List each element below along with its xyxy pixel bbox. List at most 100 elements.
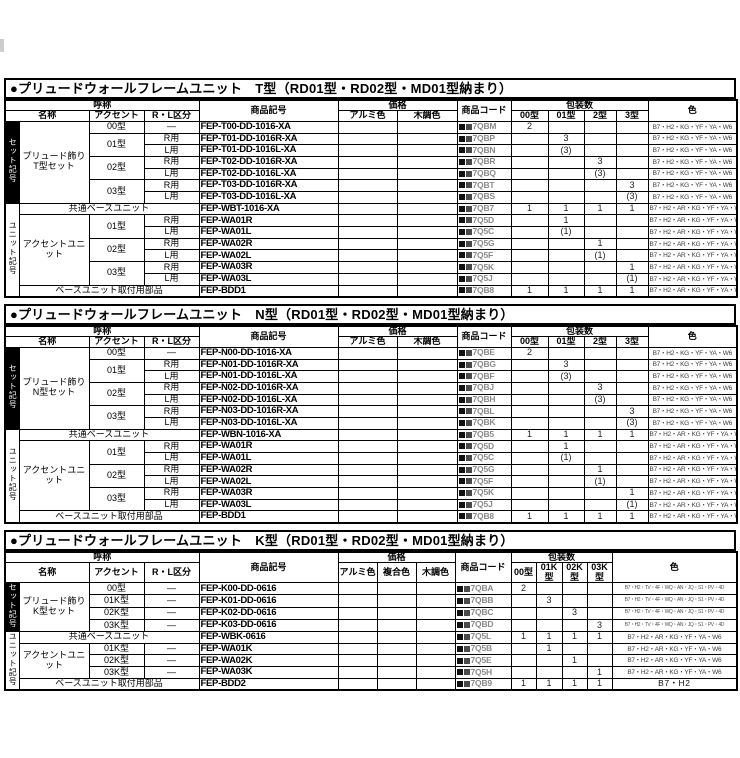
pack-count-cell: 1 bbox=[547, 202, 585, 216]
price-cell bbox=[396, 226, 458, 239]
row-name-cell: アクセントユニット bbox=[18, 214, 90, 286]
rl-division-cell: R用 bbox=[143, 155, 200, 169]
pack-count-cell: (3) bbox=[583, 167, 617, 181]
product-code-cell: 7Q5K bbox=[456, 487, 512, 500]
symbol-column-text: ユニット記号 bbox=[8, 447, 18, 502]
price-band-square-icon bbox=[456, 657, 463, 664]
price-band-square-icon bbox=[463, 585, 470, 592]
color-codes-cell: B7・H2 bbox=[611, 677, 738, 691]
row-span-label: ベースユニット取付用部品 bbox=[18, 284, 200, 298]
symbol-column-label: ユニット記号 bbox=[4, 428, 20, 524]
price-band-square-icon bbox=[463, 609, 470, 616]
rl-division-cell: — bbox=[143, 618, 200, 633]
pack-count-cell bbox=[510, 440, 549, 453]
color-codes-cell: B7・H2・KG・YF・YA・W6 bbox=[647, 132, 738, 146]
price-cell bbox=[396, 249, 458, 263]
price-band-square-icon bbox=[456, 622, 463, 629]
header-group: 呼称 bbox=[4, 551, 200, 564]
price-band-square-icon bbox=[456, 669, 463, 676]
price-cell bbox=[337, 487, 398, 500]
price-band-square-icon bbox=[465, 275, 472, 282]
price-cell bbox=[396, 405, 458, 418]
table-row: セット記号 プリュード飾りK型セット 00型 — FEP-K00-DD-0616 7QBA… bbox=[4, 582, 738, 633]
pack-count-cell bbox=[583, 498, 617, 512]
pack-count-cell bbox=[547, 346, 585, 360]
sku-cell: FEP-WA01R bbox=[198, 214, 339, 228]
header-pack-subcol: 2型 bbox=[583, 110, 617, 122]
price-cell bbox=[396, 191, 458, 204]
pack-count-cell bbox=[535, 582, 563, 596]
product-code-text: 7QB5 bbox=[472, 429, 495, 439]
price-band-square-icon bbox=[465, 264, 472, 271]
pack-count-cell: 3 bbox=[586, 618, 613, 633]
pack-count-cell bbox=[583, 214, 617, 228]
header-product-code: 商品コード bbox=[456, 99, 512, 122]
product-code-text: 7Q5J bbox=[472, 273, 493, 284]
price-cell bbox=[396, 381, 458, 395]
rl-division-cell: R用 bbox=[143, 214, 200, 228]
table-row: 01型 R用 FEP-N01-DD-1016R-XA 7QBG 3 B7・H2・KG・YF… bbox=[5, 358, 738, 383]
header-pack-subcol: 3型 bbox=[615, 110, 649, 122]
accent-type-cell: 02型 bbox=[88, 381, 145, 407]
pack-count-cell bbox=[547, 249, 585, 263]
product-code-cell: 7QBK bbox=[456, 416, 512, 430]
color-codes-cell: B7・H2・KG・YF・YA・W6 bbox=[647, 167, 738, 181]
price-cell bbox=[396, 179, 458, 192]
product-code-text: 7Q5K bbox=[472, 261, 495, 272]
price-cell bbox=[376, 677, 417, 691]
header-color: 色 bbox=[647, 325, 738, 348]
header-price-subcol: 木調色 bbox=[396, 336, 458, 348]
price-band-square-icon bbox=[465, 252, 472, 259]
color-codes-cell: B7・H2・KG・YF・YA・W6 bbox=[647, 191, 738, 204]
price-cell bbox=[415, 631, 456, 644]
rl-division-cell: L用 bbox=[143, 475, 200, 489]
product-code-text: 7QB8 bbox=[472, 510, 495, 521]
pack-count-cell bbox=[510, 249, 549, 263]
sku-cell: FEP-K02-DD-0616 bbox=[198, 606, 339, 620]
table-row: アクセントユニット 01K型 — FEP-WA01K 7Q5B 1 B7・H2・AR・KG・… bbox=[5, 642, 738, 679]
pack-count-cell: 1 bbox=[615, 510, 649, 524]
price-band-square-icon bbox=[458, 158, 465, 165]
rl-division-cell: L用 bbox=[143, 370, 200, 383]
price-band-square-icon bbox=[458, 264, 465, 271]
header-name: 名称 bbox=[4, 110, 90, 122]
pack-count-cell bbox=[586, 594, 613, 608]
pack-count-cell bbox=[583, 416, 617, 430]
row-span-label: 共通ベースユニット bbox=[18, 631, 200, 644]
price-cell bbox=[337, 249, 398, 263]
header-pack-subcol: 2型 bbox=[583, 336, 617, 348]
sku-cell: FEP-N03-DD-1016R-XA bbox=[198, 405, 339, 418]
table-row: 02型 R用 FEP-N02-DD-1016R-XA 7QBJ 3 B7・H2・KG・YF… bbox=[5, 381, 738, 407]
product-code-text: 7QB7 bbox=[472, 203, 495, 214]
price-band-square-icon bbox=[465, 490, 472, 497]
product-code-text: 7QBS bbox=[472, 191, 496, 202]
product-code-text: 7QBM bbox=[472, 121, 497, 132]
pack-count-cell bbox=[510, 666, 537, 679]
accent-type-cell: 03K型 bbox=[88, 666, 145, 679]
pack-count-cell bbox=[510, 642, 537, 656]
pack-count-cell bbox=[547, 487, 585, 500]
table-row: 02K型 — FEP-K02-DD-0616 7QBC 3 B7・H2・TV・4F・WQ・… bbox=[5, 606, 738, 620]
pack-count-cell bbox=[510, 261, 549, 274]
header-group: 呼称 bbox=[4, 99, 200, 112]
pack-count-cell: 1 bbox=[547, 284, 585, 298]
pack-count-cell bbox=[547, 463, 585, 477]
price-cell bbox=[337, 284, 398, 298]
price-cell bbox=[396, 475, 458, 489]
pack-count-cell bbox=[535, 618, 563, 633]
table-row: L用 FEP-WA01L 7Q5C (1) B7・H2・AR・KG・YF・YA・W6 bbox=[5, 226, 738, 239]
rl-division-cell: L用 bbox=[143, 249, 200, 263]
color-codes-cell: B7・H2・AR・KG・YF・YA・W6 bbox=[647, 226, 738, 239]
price-band-square-icon bbox=[458, 384, 465, 391]
pack-count-cell bbox=[583, 261, 617, 274]
pack-count-cell: 3 bbox=[583, 155, 617, 169]
product-code-cell: 7QBN bbox=[456, 144, 512, 157]
sku-cell: FEP-WA02R bbox=[198, 463, 339, 477]
price-band-square-icon bbox=[463, 680, 470, 687]
price-cell bbox=[337, 428, 398, 442]
rl-division-cell: R用 bbox=[143, 358, 200, 372]
pack-count-cell: 1 bbox=[615, 202, 649, 216]
pack-count-cell bbox=[615, 167, 649, 181]
pack-count-cell: 1 bbox=[547, 510, 585, 524]
pack-count-cell: 3 bbox=[547, 358, 585, 372]
